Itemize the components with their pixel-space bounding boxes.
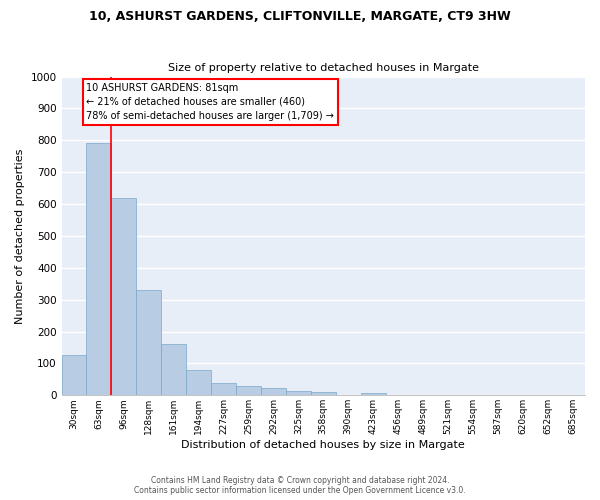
Bar xyxy=(161,344,186,396)
Title: Size of property relative to detached houses in Margate: Size of property relative to detached ho… xyxy=(168,63,479,73)
Text: 10 ASHURST GARDENS: 81sqm
← 21% of detached houses are smaller (460)
78% of semi: 10 ASHURST GARDENS: 81sqm ← 21% of detac… xyxy=(86,83,334,121)
Bar xyxy=(186,370,211,396)
Bar xyxy=(112,198,136,396)
Bar xyxy=(311,392,336,396)
Bar xyxy=(236,386,261,396)
Text: 10, ASHURST GARDENS, CLIFTONVILLE, MARGATE, CT9 3HW: 10, ASHURST GARDENS, CLIFTONVILLE, MARGA… xyxy=(89,10,511,23)
Y-axis label: Number of detached properties: Number of detached properties xyxy=(15,148,25,324)
Text: Contains HM Land Registry data © Crown copyright and database right 2024.
Contai: Contains HM Land Registry data © Crown c… xyxy=(134,476,466,495)
Bar xyxy=(286,390,311,396)
Bar xyxy=(211,382,236,396)
Bar xyxy=(86,142,112,396)
Bar xyxy=(62,356,86,396)
X-axis label: Distribution of detached houses by size in Margate: Distribution of detached houses by size … xyxy=(181,440,465,450)
Bar xyxy=(361,392,386,396)
Bar xyxy=(261,388,286,396)
Bar xyxy=(136,290,161,396)
